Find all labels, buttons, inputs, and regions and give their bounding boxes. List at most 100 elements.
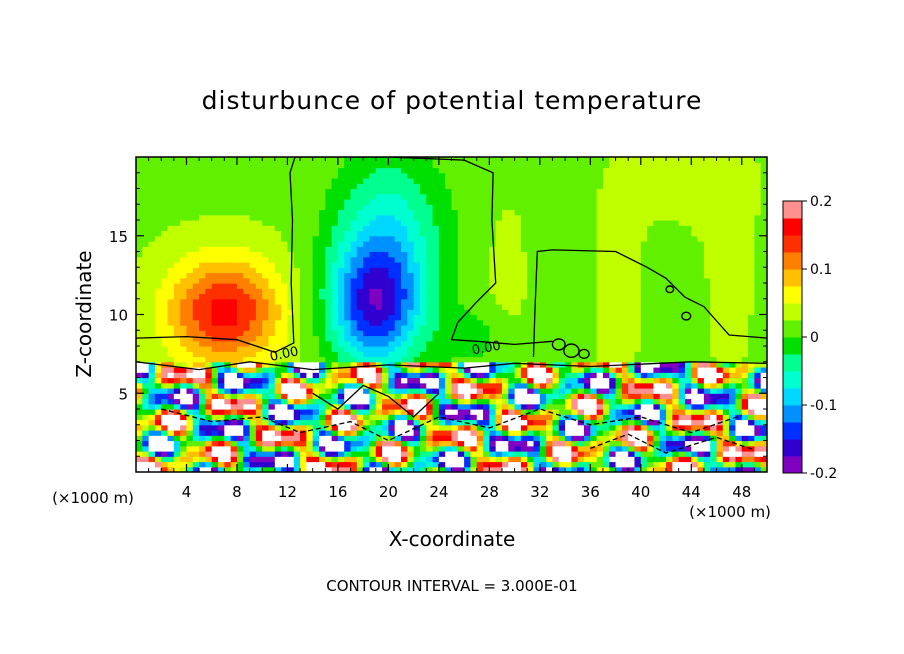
field-cell bbox=[451, 235, 459, 242]
field-cell bbox=[501, 167, 509, 174]
field-cell bbox=[628, 346, 636, 352]
field-cell bbox=[281, 419, 289, 426]
field-cell bbox=[154, 445, 162, 452]
field-cell bbox=[653, 288, 661, 295]
field-cell bbox=[438, 183, 446, 190]
field-cell bbox=[205, 398, 213, 405]
field-cell bbox=[407, 272, 415, 279]
field-cell bbox=[382, 220, 389, 226]
field-cell bbox=[180, 361, 188, 368]
field-cell bbox=[640, 325, 648, 331]
field-cell bbox=[514, 272, 522, 279]
field-cell bbox=[508, 188, 516, 195]
field-cell bbox=[350, 372, 358, 379]
field-cell bbox=[407, 340, 415, 347]
field-cell bbox=[154, 256, 162, 263]
field-cell bbox=[413, 435, 421, 442]
field-cell bbox=[464, 256, 472, 263]
field-cell bbox=[501, 220, 509, 226]
field-cell bbox=[148, 456, 156, 463]
field-cell bbox=[558, 403, 566, 410]
field-cell bbox=[312, 209, 320, 216]
field-cell bbox=[161, 288, 169, 295]
field-cell bbox=[590, 388, 598, 394]
field-cell bbox=[401, 162, 408, 169]
field-cell bbox=[533, 283, 541, 289]
field-cell bbox=[546, 230, 554, 237]
field-cell bbox=[596, 319, 604, 326]
field-cell bbox=[558, 319, 566, 326]
field-cell bbox=[432, 382, 440, 389]
field-cell bbox=[274, 309, 282, 316]
field-cell bbox=[584, 398, 591, 405]
field-cell bbox=[306, 346, 314, 352]
field-cell bbox=[205, 340, 213, 347]
field-cell bbox=[634, 277, 642, 284]
field-cell bbox=[413, 235, 421, 242]
field-cell bbox=[577, 440, 585, 447]
field-cell bbox=[495, 330, 503, 337]
field-cell bbox=[243, 157, 251, 163]
field-cell bbox=[287, 330, 295, 337]
field-cell bbox=[255, 445, 263, 452]
field-cell bbox=[186, 178, 194, 184]
field-cell bbox=[224, 346, 232, 352]
field-cell bbox=[634, 335, 642, 342]
field-cell bbox=[596, 272, 604, 279]
field-cell bbox=[419, 377, 427, 384]
field-cell bbox=[445, 272, 453, 279]
field-cell bbox=[432, 409, 440, 415]
field-cell bbox=[274, 440, 282, 447]
field-cell bbox=[192, 330, 200, 337]
field-cell bbox=[243, 241, 251, 247]
field-cell bbox=[306, 430, 314, 436]
field-cell bbox=[243, 288, 251, 295]
field-cell bbox=[249, 361, 257, 368]
field-cell bbox=[533, 193, 541, 200]
field-cell bbox=[136, 157, 143, 163]
field-cell bbox=[584, 262, 591, 268]
field-cell bbox=[236, 272, 244, 279]
field-cell bbox=[192, 419, 200, 426]
field-cell bbox=[432, 340, 440, 347]
field-cell bbox=[337, 251, 345, 258]
field-cell bbox=[363, 157, 371, 163]
field-cell bbox=[192, 451, 200, 457]
field-cell bbox=[640, 199, 648, 205]
field-cell bbox=[476, 235, 484, 242]
field-cell bbox=[356, 209, 364, 216]
field-cell bbox=[451, 398, 459, 405]
field-cell bbox=[426, 356, 434, 363]
field-cell bbox=[281, 277, 289, 284]
field-cell bbox=[628, 241, 636, 247]
field-cell bbox=[142, 382, 150, 389]
field-cell bbox=[281, 246, 289, 253]
field-cell bbox=[464, 188, 472, 195]
field-cell bbox=[489, 367, 497, 373]
field-cell bbox=[451, 409, 459, 415]
field-cell bbox=[148, 414, 156, 421]
field-cell bbox=[470, 256, 478, 263]
field-cell bbox=[337, 293, 345, 300]
field-cell bbox=[401, 309, 408, 316]
field-cell bbox=[432, 356, 440, 363]
field-cell bbox=[337, 246, 345, 253]
field-cell bbox=[445, 466, 453, 472]
field-cell bbox=[274, 382, 282, 389]
field-cell bbox=[476, 346, 484, 352]
field-cell bbox=[577, 193, 585, 200]
field-cell bbox=[476, 230, 484, 237]
field-cell bbox=[211, 256, 219, 263]
field-cell bbox=[148, 235, 156, 242]
field-cell bbox=[514, 225, 522, 232]
field-cell bbox=[476, 319, 484, 326]
field-cell bbox=[489, 430, 497, 436]
field-cell bbox=[445, 267, 453, 274]
field-cell bbox=[218, 251, 225, 258]
field-cell bbox=[154, 199, 162, 205]
field-cell bbox=[401, 466, 408, 472]
field-cell bbox=[432, 204, 440, 211]
field-cell bbox=[457, 351, 465, 358]
field-cell bbox=[615, 372, 623, 379]
field-cell bbox=[590, 335, 598, 342]
